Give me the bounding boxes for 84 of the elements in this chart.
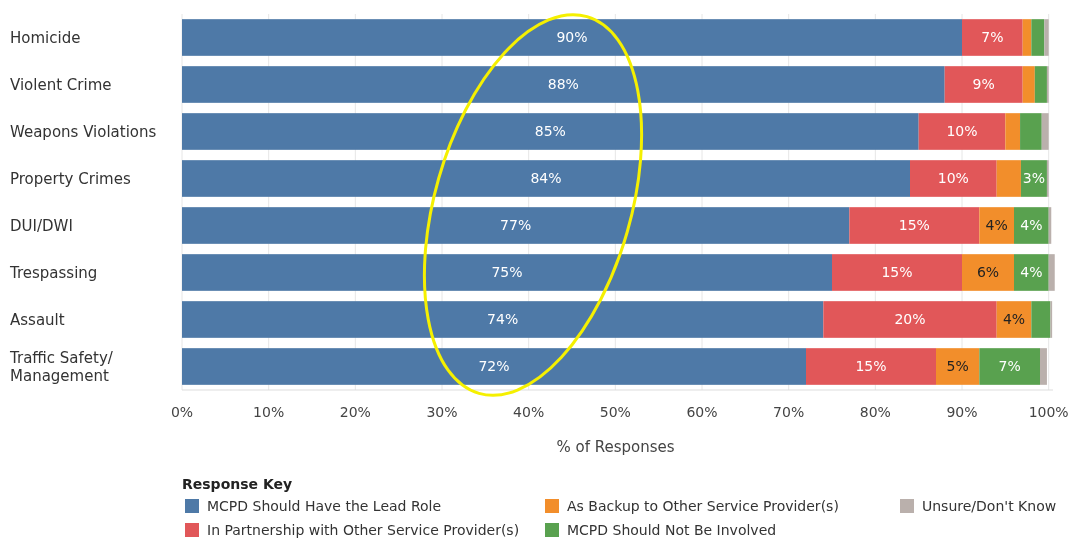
bar <box>182 348 806 385</box>
bar <box>832 254 962 291</box>
data-label: 15% <box>881 264 913 281</box>
data-label: 10% <box>946 123 978 140</box>
data-label: 15% <box>855 358 887 375</box>
bar <box>182 254 832 291</box>
bar <box>918 113 1006 150</box>
bar <box>1020 113 1042 150</box>
data-label: 77% <box>500 217 532 234</box>
data-label: 75% <box>491 264 523 281</box>
x-tick-label: 10% <box>253 403 285 420</box>
x-tick-label: 70% <box>773 403 805 420</box>
bar <box>1048 254 1055 291</box>
data-label: 74% <box>487 311 519 328</box>
bar <box>996 160 1021 197</box>
bar <box>1031 19 1045 56</box>
x-tick-label: 20% <box>339 403 371 420</box>
bar <box>1034 66 1047 103</box>
bar <box>1022 66 1035 103</box>
bar <box>910 160 997 197</box>
x-tick-label: 80% <box>859 403 891 420</box>
data-label: 15% <box>898 217 930 234</box>
x-tick-label: 30% <box>426 403 458 420</box>
y-tick-label: Homicide <box>10 28 81 47</box>
bar <box>1022 19 1032 56</box>
x-tick-label: 50% <box>599 403 631 420</box>
data-label: 4% <box>985 217 1008 234</box>
y-tick-label: DUI/DWI <box>10 216 73 235</box>
bar <box>979 348 1040 385</box>
data-label: 6% <box>976 264 1000 281</box>
bar <box>182 301 824 338</box>
y-tick-label: Assault <box>10 310 65 329</box>
data-label: 3% <box>1022 170 1046 187</box>
x-axis-title: % of Responses <box>556 438 675 457</box>
bar <box>1040 348 1047 385</box>
bar <box>979 207 1014 244</box>
data-label: 84% <box>530 170 562 187</box>
x-tick-label: 60% <box>686 403 718 420</box>
x-tick-label: 0% <box>170 403 194 420</box>
bar <box>936 348 980 385</box>
legend-label: Unsure/Don't Know <box>922 497 1057 514</box>
data-label: 90% <box>556 29 588 46</box>
bar <box>962 254 1014 291</box>
legend-label: MCPD Should Have the Lead Role <box>207 497 442 514</box>
x-tick-label: 40% <box>513 403 545 420</box>
y-tick-label: Traffic Safety/ Management <box>9 348 114 385</box>
x-tick-label: 90% <box>946 403 978 420</box>
data-label: 4% <box>1020 264 1043 281</box>
data-label: 7% <box>998 358 1021 375</box>
bar <box>182 113 919 150</box>
bar <box>182 160 910 197</box>
data-label: 7% <box>981 29 1004 46</box>
legend-label: As Backup to Other Service Provider(s) <box>567 497 839 514</box>
bar <box>1014 207 1049 244</box>
bar <box>1031 301 1051 338</box>
bar <box>1005 113 1021 150</box>
bar <box>806 348 936 385</box>
bar <box>182 207 850 244</box>
data-label: 9% <box>972 76 995 93</box>
y-tick-label: Weapons Violations <box>10 122 157 141</box>
bar <box>823 301 997 338</box>
data-label: 4% <box>1002 311 1026 328</box>
legend-label: MCPD Should Not Be Involved <box>567 521 777 538</box>
bar <box>182 66 945 103</box>
data-label: 10% <box>937 170 969 187</box>
data-label: 5% <box>946 358 969 375</box>
legend-label: In Partnership with Other Service Provider(s) <box>207 521 520 538</box>
bar <box>1041 113 1049 150</box>
y-tick-label: Violent Crime <box>10 75 112 94</box>
legend-title: Response Key <box>182 475 293 492</box>
y-tick-label: Trespassing <box>9 263 98 282</box>
data-label: 4% <box>1020 217 1043 234</box>
bar <box>182 19 962 56</box>
data-label: 85% <box>534 123 566 140</box>
bar <box>944 66 1023 103</box>
y-tick-label: Property Crimes <box>10 169 131 188</box>
bar <box>849 207 980 244</box>
x-tick-label: 100% <box>1028 403 1069 420</box>
bar <box>962 19 1023 56</box>
data-label: 20% <box>894 311 926 328</box>
data-label: 88% <box>547 76 579 93</box>
bar <box>1044 19 1049 56</box>
data-label: 72% <box>478 358 510 375</box>
bar <box>1014 254 1049 291</box>
